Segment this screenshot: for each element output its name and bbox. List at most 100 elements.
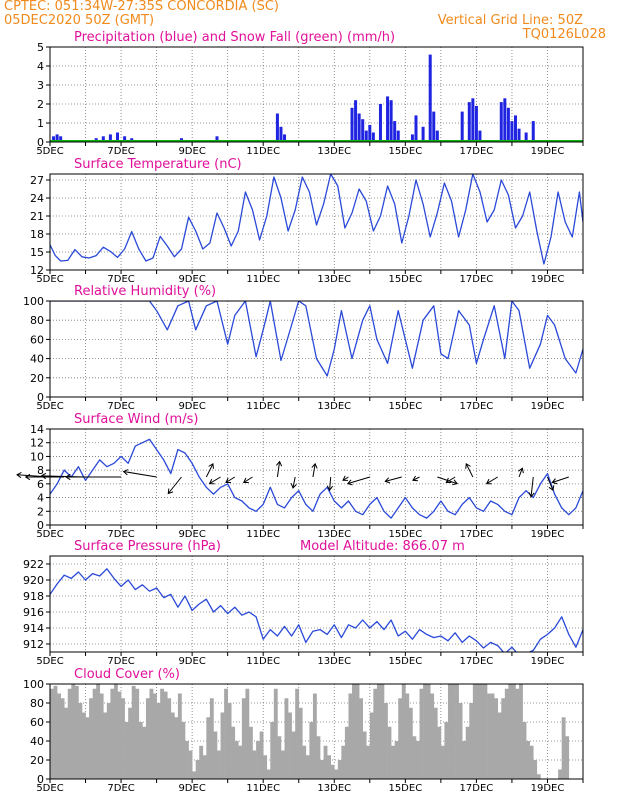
cloud-bar [135,688,140,779]
x-tick-label: 11DEC [246,146,280,157]
cloud-bar [504,688,509,779]
cloud-bar [270,722,275,779]
cloud-bar [89,698,93,779]
cloud-bar [142,726,147,779]
y-tick-label: 918 [23,590,44,603]
wind-arrow [342,476,349,481]
wind-arrow-head [518,467,524,474]
cloud-bar [224,688,228,779]
wind-arrow-head [225,477,231,484]
precip-bar [123,136,127,142]
cloud-bar [341,745,346,779]
cloud-bar [163,691,168,779]
precip-bar [59,136,63,142]
wind-arrow [486,476,498,485]
cloud-bar [234,741,239,779]
cloud-bar [490,693,495,779]
cloud-bar [391,745,395,779]
x-tick-label: 15DEC [388,274,422,285]
cloud-bar [188,750,193,779]
cloud-bar [57,693,61,779]
cloud-bar [373,688,378,779]
cloud-bar [327,755,332,779]
x-tick-label: 19DEC [531,656,565,667]
wind-arrow-head [311,462,318,469]
cloud-bar [92,688,97,779]
precip-bar [386,96,390,142]
x-tick-label: 7DEC [107,274,134,285]
x-tick-label: 15DEC [388,783,422,794]
cloud-bar [494,698,499,779]
cloud-bar [565,736,570,779]
wind-arrow-head [65,473,71,481]
cloud-bar [440,745,445,779]
precip-bar [215,136,219,142]
wind-arrow [209,476,221,485]
cloud-bar [131,685,136,779]
cloud-bar [60,698,65,779]
precip-bar [101,136,105,142]
series-wind [50,438,583,519]
precip-bar [506,107,510,142]
x-tick-label: 15DEC [388,656,422,667]
y-tick-label: 100 [23,295,44,308]
wind-arrow-head [384,477,391,484]
wind-arrow-head [290,483,297,489]
cloud-bar [273,688,278,779]
wind-arrow [292,476,296,489]
cloud-bar [213,731,218,779]
cloud-bar [128,707,133,779]
precip-bar [350,107,354,142]
panel-temp: 12 15 18 21 24 27 5DEC 7DEC 9DEC 11DEC 13DEC 15DEC 1… [30,157,584,285]
cloud-bar [217,750,221,779]
precip-bar [432,111,436,142]
cloud-bar [433,707,438,779]
y-tick-label: 12 [30,264,44,277]
y-tick-label: 916 [23,606,44,619]
cloud-bar [398,698,403,779]
panel-precip: 0 1 2 3 4 5 5DEC 7DEC 9DEC 11DEC 13DEC 15DEC 17DEC 19… [36,30,584,157]
plot-frame [49,683,584,780]
cloud-bar [323,745,328,779]
wind-vectors [16,460,569,498]
panel-title: Precipitation (blue) and Snow Fall (gree… [74,30,395,45]
y-tick-label: 100 [23,678,44,691]
panel-title: Relative Humidity (%) [74,284,216,299]
wind-arrow-head [528,492,535,498]
cloud-bar [408,707,413,779]
cloud-bar [81,712,86,779]
run-date: 05DEC2020 50Z (GMT) [4,13,155,28]
panel-title: Cloud Cover (%) [74,667,180,682]
y-tick-label: 40 [30,353,44,366]
x-tick-label: 17DEC [460,274,494,285]
wind-arrow-head [346,479,353,486]
panel-title: Surface Temperature (nC) [74,157,242,172]
wind-arrow [385,476,402,482]
cloud-bar [472,684,477,779]
cloud-bar [106,703,111,779]
plot-frame [49,428,584,526]
y-tick-label: 15 [30,246,44,259]
precip-bar [410,134,414,142]
cloud-bar [447,684,452,779]
x-tick-label: 5DEC [36,146,63,157]
wind-arrow [412,476,420,481]
precip-bar [531,121,535,142]
wind-arrow-head [16,471,22,479]
cloud-bar [295,688,300,779]
series-line-wind [50,438,583,519]
cloud-bar [145,698,150,779]
cloud-bar [348,693,353,779]
cloud-bar [153,693,157,779]
cloud-bar [412,736,417,779]
cloud-bar [53,685,58,779]
cloud-bar [181,722,186,779]
cloud-bar [67,688,72,779]
wind-arrow-head [167,488,174,495]
cloud-bar [519,684,523,779]
x-tick-label: 15DEC [388,401,422,412]
y-tick-label: 4 [37,60,44,73]
cloud-bar [50,688,54,779]
x-tick-label: 9DEC [178,529,205,540]
cloud-bar [263,755,268,779]
